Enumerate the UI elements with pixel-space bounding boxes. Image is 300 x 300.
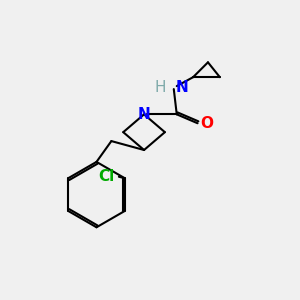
- Text: N: N: [175, 80, 188, 95]
- Text: O: O: [200, 116, 214, 131]
- Text: H: H: [155, 80, 166, 95]
- Text: N: N: [138, 107, 150, 122]
- Text: Cl: Cl: [98, 169, 114, 184]
